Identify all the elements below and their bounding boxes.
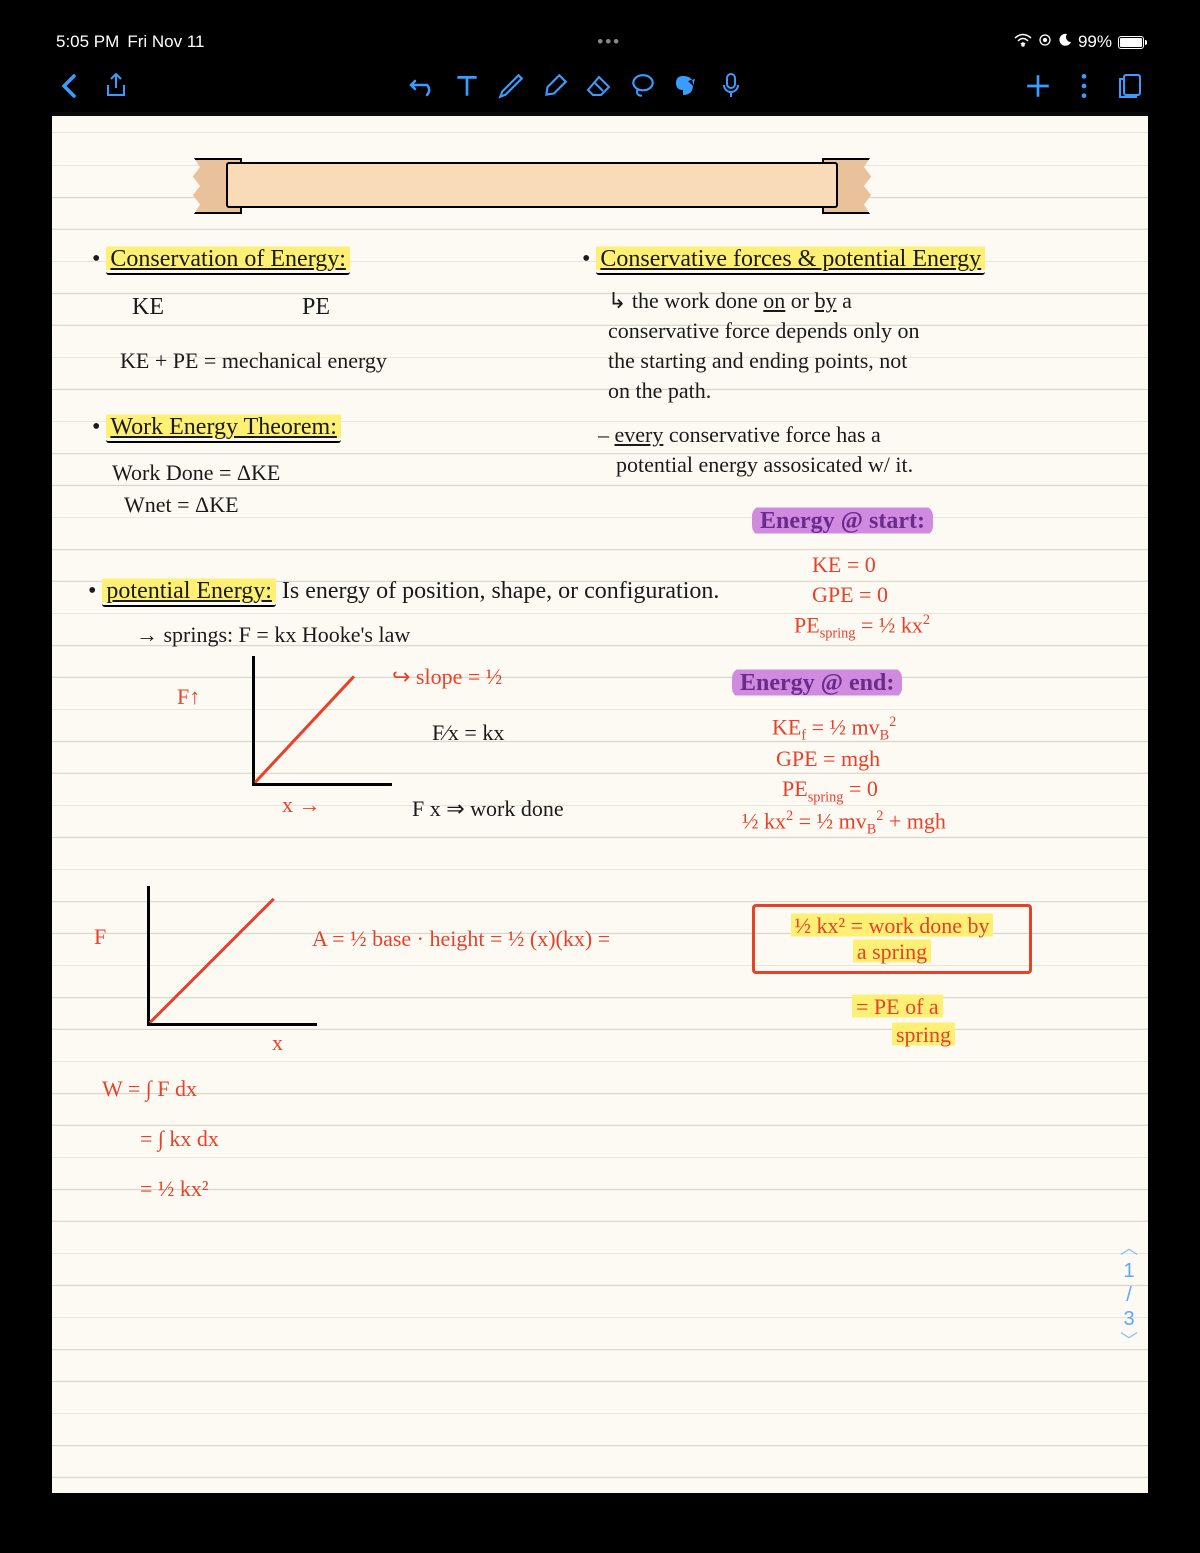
text-pe: PE — [302, 294, 330, 321]
text-area: A = ½ base · height = ½ (x)(kx) = — [312, 926, 610, 952]
page-sep: / — [1120, 1283, 1138, 1307]
title-tape — [182, 158, 882, 218]
text-springs: → springs: F = kx Hooke's law — [136, 622, 410, 648]
heading-conservative-forces: • Conservative forces & potential Energy — [582, 246, 985, 273]
share-button[interactable] — [102, 72, 130, 100]
text-fxkx: F⁄x = kx — [432, 720, 504, 746]
back-button[interactable] — [56, 72, 84, 100]
page-down-icon[interactable]: ﹀ — [1120, 1331, 1138, 1353]
note-page[interactable]: • Conservation of Energy: KE PE KE + PE … — [52, 116, 1148, 1493]
page-indicator[interactable]: ︿ 1 / 3 ﹀ — [1120, 1238, 1138, 1353]
box-work-spring: ½ kx² = work done by a spring — [752, 904, 1032, 974]
text-fx-work: F x ⇒ work done — [412, 796, 564, 822]
more-button[interactable] — [1070, 72, 1098, 100]
text-int3: = ½ kx² — [140, 1176, 209, 1202]
text-int1: W = ∫ F dx — [102, 1076, 197, 1102]
text-es3: PEspring = ½ kx2 — [794, 612, 930, 643]
add-button[interactable] — [1024, 72, 1052, 100]
wifi-icon — [1014, 32, 1032, 52]
undo-button[interactable] — [409, 72, 437, 100]
text-int2: = ∫ kx dx — [140, 1126, 219, 1152]
text-cf3: the starting and ending points, not — [608, 348, 907, 374]
pages-button[interactable] — [1116, 72, 1144, 100]
heading-work-energy: • Work Energy Theorem: — [92, 414, 341, 441]
shapes-tool[interactable] — [673, 72, 701, 100]
text-cf6: potential energy assosicated w/ it. — [616, 452, 913, 478]
heading-potential: • potential Energy: Is energy of positio… — [88, 578, 719, 605]
page-current: 1 — [1120, 1259, 1138, 1283]
text-wnet: Wnet = ΔKE — [124, 492, 239, 518]
graph2-f-label: F — [94, 924, 106, 950]
text-cf5: – every conservative force has a — [598, 422, 881, 448]
text-slope: ↪ slope = ½ — [392, 664, 502, 690]
battery-pct: 99% — [1078, 32, 1112, 52]
lasso-tool[interactable] — [629, 72, 657, 100]
heading-conservation: • Conservation of Energy: — [92, 246, 350, 273]
text-cf1: ↳ the work done on or by a — [608, 288, 852, 314]
text-pe-spring-1: = PE of a — [852, 994, 943, 1020]
status-date: Fri Nov 11 — [127, 32, 204, 52]
heading-energy-end: Energy @ end: — [732, 670, 902, 697]
status-handle[interactable]: ••• — [597, 32, 621, 52]
text-cf4: on the path. — [608, 378, 711, 404]
page-up-icon[interactable]: ︿ — [1120, 1238, 1138, 1260]
page-total: 3 — [1120, 1307, 1138, 1331]
status-bar: 5:05 PM Fri Nov 11 ••• 99% — [52, 30, 1148, 54]
graph2-x-label: x — [272, 1030, 283, 1056]
graph1-x-label: x → — [282, 792, 321, 818]
text-es1: KE = 0 — [812, 552, 876, 578]
device-frame: 5:05 PM Fri Nov 11 ••• 99% — [0, 0, 1200, 1553]
text-tool[interactable] — [453, 72, 481, 100]
app-toolbar — [52, 60, 1148, 112]
heading-energy-start: Energy @ start: — [752, 508, 933, 535]
graph-area — [112, 886, 312, 1046]
text-ee4: ½ kx2 = ½ mvB2 + mgh — [742, 808, 946, 839]
graph1-f-label: F↑ — [177, 684, 200, 710]
status-time: 5:05 PM — [56, 32, 119, 52]
graph-hookes-law — [212, 656, 382, 806]
moon-icon — [1058, 32, 1072, 52]
text-work-done: Work Done = ΔKE — [112, 460, 280, 486]
text-pe-spring-2: spring — [892, 1022, 955, 1048]
text-es2: GPE = 0 — [812, 582, 888, 608]
text-ee2: GPE = mgh — [776, 746, 880, 772]
mic-button[interactable] — [717, 72, 745, 100]
text-mech-energy: KE + PE = mechanical energy — [120, 348, 387, 374]
eraser-tool[interactable] — [585, 72, 613, 100]
text-ee1: KEf = ½ mvB2 — [772, 714, 896, 745]
text-cf2: conservative force depends only on — [608, 318, 920, 344]
highlighter-tool[interactable] — [541, 72, 569, 100]
text-ke: KE — [132, 294, 164, 321]
text-ee3: PEspring = 0 — [782, 776, 878, 806]
battery-icon — [1118, 36, 1144, 49]
pen-tool[interactable] — [497, 72, 525, 100]
location-icon — [1038, 32, 1052, 52]
canvas-wrap: • Conservation of Energy: KE PE KE + PE … — [52, 112, 1148, 1493]
